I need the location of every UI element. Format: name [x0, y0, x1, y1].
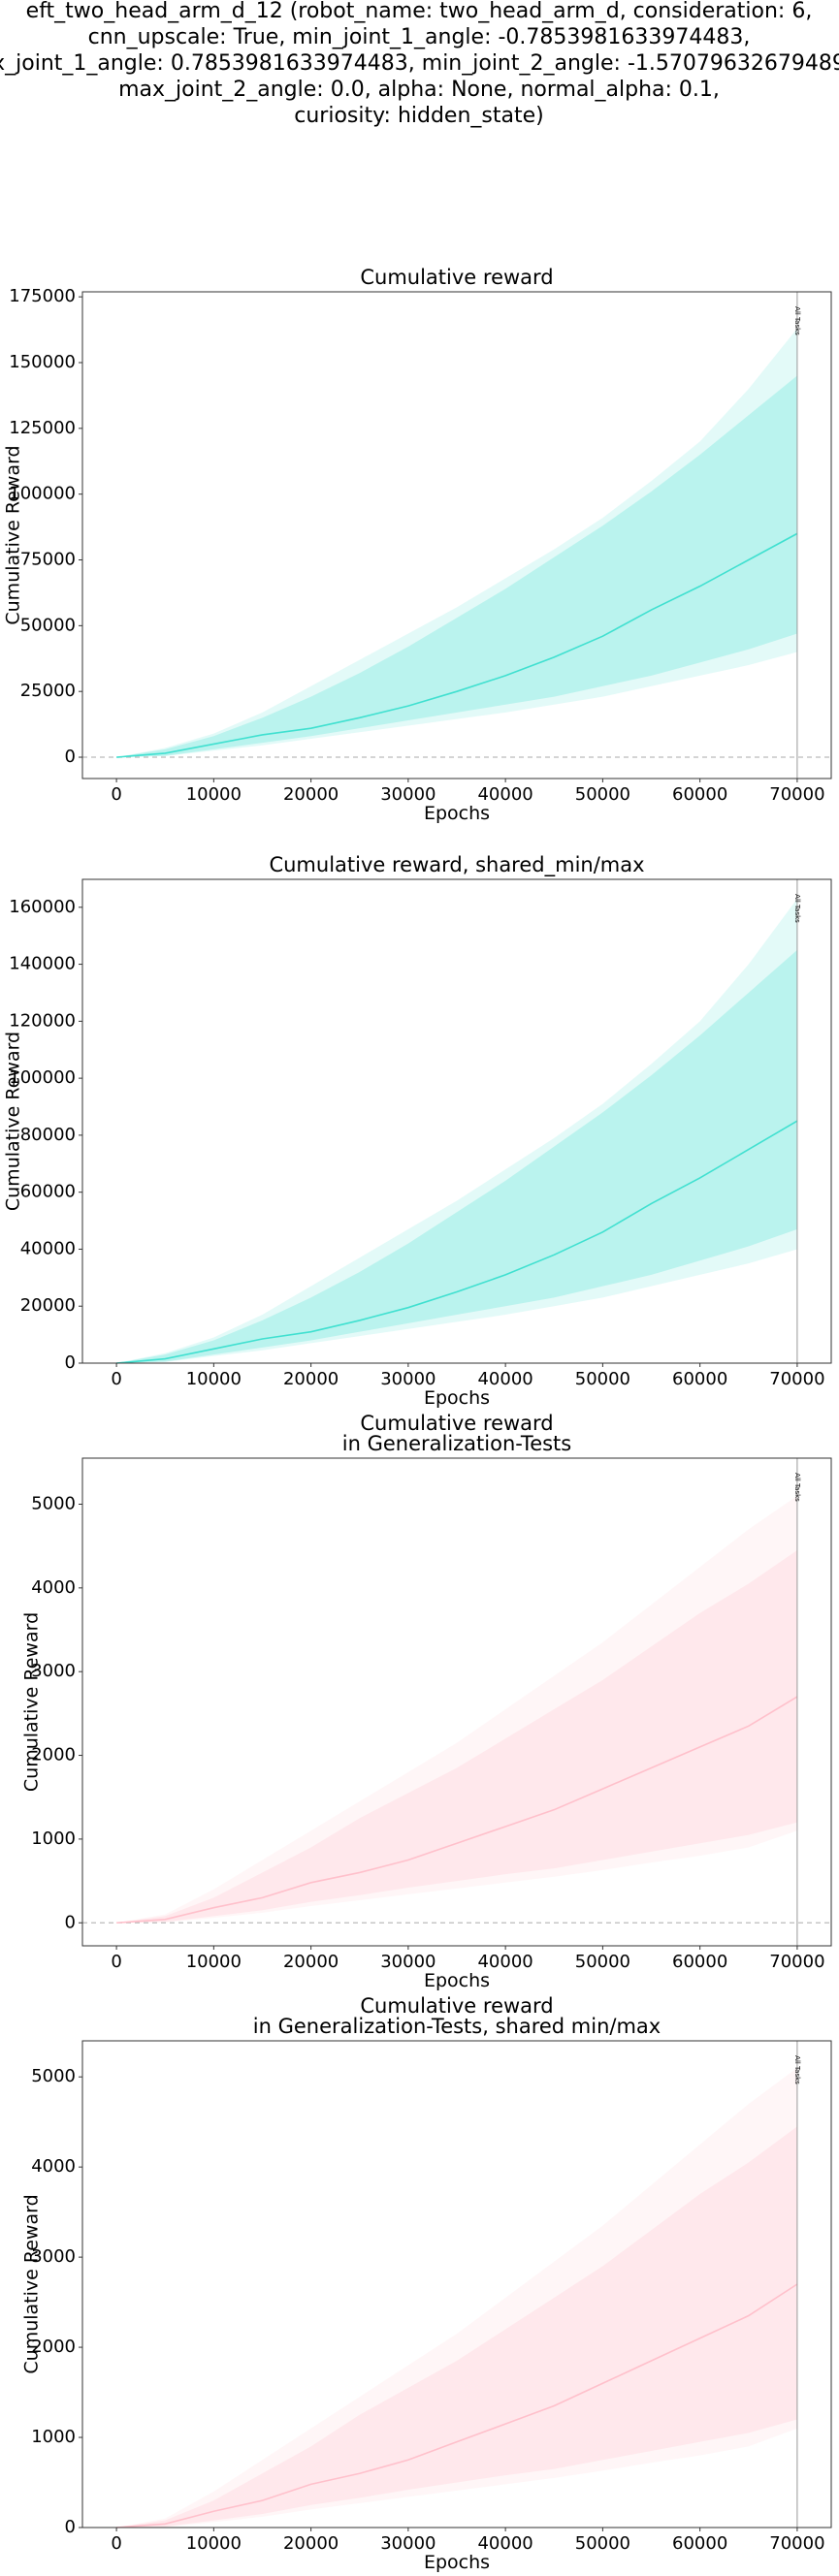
x-tick-label: 50000 — [575, 1369, 630, 1389]
band-area — [116, 1549, 797, 1924]
mean-line — [116, 1696, 798, 1924]
x-tick-label: 70000 — [769, 784, 824, 805]
subplot-title: Cumulative reward, shared_min/max — [269, 853, 644, 877]
x-tick-label: 20000 — [283, 1369, 339, 1389]
subplot-title: Cumulative reward — [360, 266, 553, 289]
x-tick-label: 20000 — [283, 2533, 339, 2554]
y-tick-label: 4000 — [31, 2156, 76, 2177]
mean-line — [116, 2283, 798, 2528]
x-tick-label: 10000 — [186, 2533, 242, 2554]
y-tick-label: 60000 — [20, 1182, 76, 1202]
x-tick-label: 20000 — [283, 1952, 339, 1972]
x-tick-label: 70000 — [769, 1952, 824, 1972]
x-tick-label: 0 — [111, 2533, 121, 2554]
x-tick-label: 0 — [111, 1952, 121, 1972]
y-tick-label: 100000 — [9, 1067, 76, 1088]
y-axis-label: Cumulative Reward — [20, 2194, 42, 2373]
x-tick-label: 0 — [111, 784, 121, 805]
y-tick-label: 0 — [65, 1912, 76, 1932]
y-tick-label: 175000 — [9, 286, 76, 306]
axes-frame — [81, 1457, 832, 1947]
axes-frame — [81, 291, 832, 779]
y-tick-label: 5000 — [31, 1493, 76, 1513]
y-tick-label: 2000 — [31, 2337, 76, 2357]
x-tick-label: 30000 — [380, 2533, 436, 2554]
x-tick-label: 0 — [111, 1369, 121, 1389]
x-tick-label: 60000 — [672, 2533, 727, 2554]
subplot: All Tasks0200004000060000800001000001200… — [3, 853, 832, 1409]
y-tick-label: 3000 — [31, 1661, 76, 1681]
range-area — [116, 898, 797, 1363]
x-tick-label: 20000 — [283, 784, 339, 805]
x-tick-label: 60000 — [672, 1369, 727, 1389]
x-tick-label: 50000 — [575, 2533, 630, 2554]
range-area — [116, 328, 797, 758]
x-axis-label: Epochs — [424, 1387, 490, 1409]
mean-line — [116, 532, 798, 758]
task-label: All Tasks — [793, 306, 801, 335]
task-label: All Tasks — [793, 1473, 801, 1502]
y-tick-label: 75000 — [20, 550, 76, 570]
y-tick-label: 150000 — [9, 352, 76, 372]
y-axis-label: Cumulative Reward — [20, 1612, 42, 1792]
y-tick-label: 5000 — [31, 2066, 76, 2086]
x-tick-label: 40000 — [477, 1369, 532, 1389]
x-tick-label: 40000 — [477, 784, 532, 805]
x-axis-label: Epochs — [424, 1970, 490, 1991]
subplot-title: Cumulative reward in Generalization-Tests… — [253, 1994, 661, 2038]
task-label: All Tasks — [793, 2055, 801, 2084]
y-tick-label: 80000 — [20, 1125, 76, 1145]
y-tick-label: 4000 — [31, 1577, 76, 1598]
band-area — [116, 949, 797, 1363]
y-tick-label: 0 — [65, 2517, 76, 2537]
x-tick-label: 10000 — [186, 1952, 242, 1972]
range-area — [116, 2067, 797, 2528]
task-label: All Tasks — [793, 894, 801, 923]
mean-line — [116, 1120, 798, 1364]
y-tick-label: 0 — [65, 1352, 76, 1373]
y-tick-label: 50000 — [20, 615, 76, 635]
x-tick-label: 60000 — [672, 1952, 727, 1972]
axes-frame — [81, 2040, 832, 2528]
x-tick-label: 70000 — [769, 1369, 824, 1389]
subplot-title: Cumulative reward in Generalization-Tests — [342, 1412, 571, 1455]
x-axis-label: Epochs — [424, 803, 490, 824]
x-tick-label: 60000 — [672, 784, 727, 805]
range-area — [116, 1495, 797, 1924]
y-tick-label: 25000 — [20, 681, 76, 701]
y-tick-label: 2000 — [31, 1745, 76, 1765]
x-tick-label: 40000 — [477, 2533, 532, 2554]
x-axis-label: Epochs — [424, 2552, 490, 2573]
y-tick-label: 160000 — [9, 897, 76, 917]
y-tick-label: 140000 — [9, 954, 76, 974]
y-tick-label: 120000 — [9, 1010, 76, 1031]
figure-title: eft_two_head_arm_d_12 (robot_name: two_h… — [0, 0, 839, 128]
band-area — [116, 375, 797, 758]
axes-frame — [81, 878, 832, 1364]
x-tick-label: 70000 — [769, 2533, 824, 2554]
y-tick-label: 125000 — [9, 418, 76, 438]
y-tick-label: 20000 — [20, 1295, 76, 1316]
x-tick-label: 50000 — [575, 1952, 630, 1972]
y-tick-label: 0 — [65, 747, 76, 767]
y-tick-label: 3000 — [31, 2246, 76, 2267]
y-axis-label: Cumulative Reward — [3, 1032, 24, 1211]
x-tick-label: 30000 — [380, 784, 436, 805]
x-tick-label: 10000 — [186, 1369, 242, 1389]
x-tick-label: 10000 — [186, 784, 242, 805]
x-tick-label: 50000 — [575, 784, 630, 805]
x-tick-label: 30000 — [380, 1369, 436, 1389]
y-tick-label: 1000 — [31, 1829, 76, 1849]
x-tick-label: 30000 — [380, 1952, 436, 1972]
y-axis-label: Cumulative Reward — [3, 445, 24, 624]
band-area — [116, 2126, 797, 2528]
y-tick-label: 100000 — [9, 484, 76, 504]
x-tick-label: 40000 — [477, 1952, 532, 1972]
y-tick-label: 40000 — [20, 1238, 76, 1258]
y-tick-label: 1000 — [31, 2427, 76, 2447]
subplot: All Tasks0250005000075000100000125000150… — [3, 266, 832, 824]
